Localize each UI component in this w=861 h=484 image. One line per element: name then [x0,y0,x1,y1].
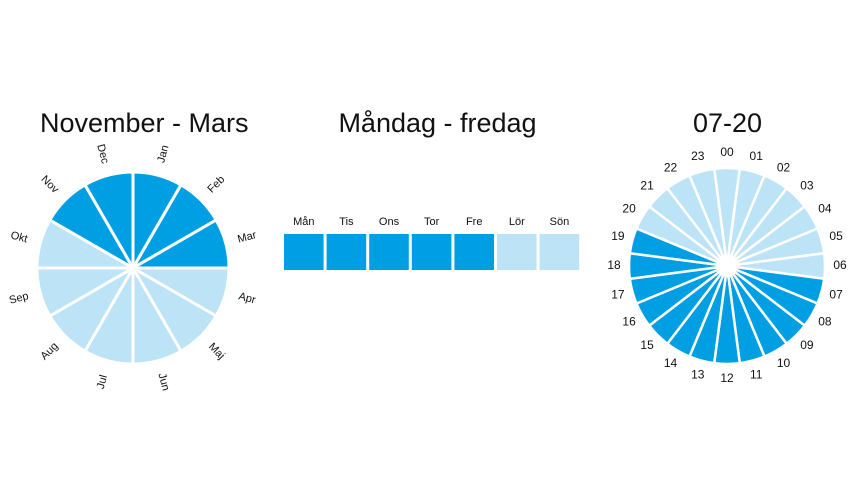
months-wheel: Jan Feb Mar Apr Maj Jun Jul Aug Sep Okt Nov Dec [8,143,258,392]
day-label-3: Tor [424,216,440,228]
month-label-aug: Aug [38,340,60,362]
month-label-nov: Nov [39,173,62,196]
months-hub [129,264,137,272]
months-title: November - Mars [40,108,249,138]
day-block-5 [497,234,537,270]
hour-label-03: 03 [800,178,814,192]
hour-label-02: 02 [777,160,791,174]
hour-label-12: 12 [720,371,734,385]
hour-label-06: 06 [833,258,847,272]
month-label-maj: Maj [206,341,227,362]
hour-label-19: 19 [611,229,625,243]
hour-label-11: 11 [750,367,763,381]
day-label-2: Ons [379,216,400,228]
hour-label-16: 16 [622,315,636,329]
day-label-4: Fre [466,216,483,228]
day-label-6: Sön [550,216,570,228]
hour-label-13: 13 [691,367,705,381]
hours-hub [716,255,738,277]
day-label-5: Lör [509,216,525,228]
month-label-feb: Feb [205,174,227,196]
hour-label-23: 23 [691,149,705,163]
month-label-sep: Sep [8,290,30,307]
day-block-6 [539,234,580,270]
hours-wheel: 00 01 02 03 04 05 06 07 08 09 10 11 12 13 14 15 16 17 18 19… [607,145,847,385]
hour-label-21: 21 [640,178,654,192]
hour-label-14: 14 [664,356,678,370]
hour-label-22: 22 [664,160,678,174]
day-block-0 [284,234,324,270]
month-label-dec: Dec [94,143,111,165]
month-label-apr: Apr [237,290,257,306]
day-block-4 [454,234,494,270]
hour-segment-23 [688,167,729,268]
hour-label-17: 17 [611,287,625,301]
hour-label-20: 20 [622,202,636,216]
month-label-jul: Jul [95,374,110,391]
hour-label-15: 15 [640,338,654,352]
month-segment-dec [83,170,135,270]
hour-label-10: 10 [777,356,791,370]
hours-title: 07-20 [692,108,763,138]
day-label-0: Mån [293,216,314,228]
hour-label-09: 09 [800,338,814,352]
hour-label-07: 07 [829,287,843,301]
month-label-mar: Mar [236,229,258,246]
hour-label-05: 05 [829,229,843,243]
day-label-1: Tis [339,216,354,228]
day-block-1 [326,234,367,270]
month-label-jun: Jun [155,372,171,392]
days-title: Måndag - fredag [338,108,537,138]
weekday-bar: Mån Tis Ons Tor Fre Lör Sön [284,216,580,270]
day-block-2 [369,234,409,270]
hour-label-08: 08 [818,315,832,329]
month-label-okt: Okt [9,229,29,245]
hour-label-18: 18 [607,258,621,272]
hour-label-00: 00 [720,145,734,159]
hour-label-01: 01 [750,149,764,163]
hour-label-04: 04 [818,202,832,216]
day-block-3 [411,234,452,270]
month-label-jan: Jan [155,144,171,164]
